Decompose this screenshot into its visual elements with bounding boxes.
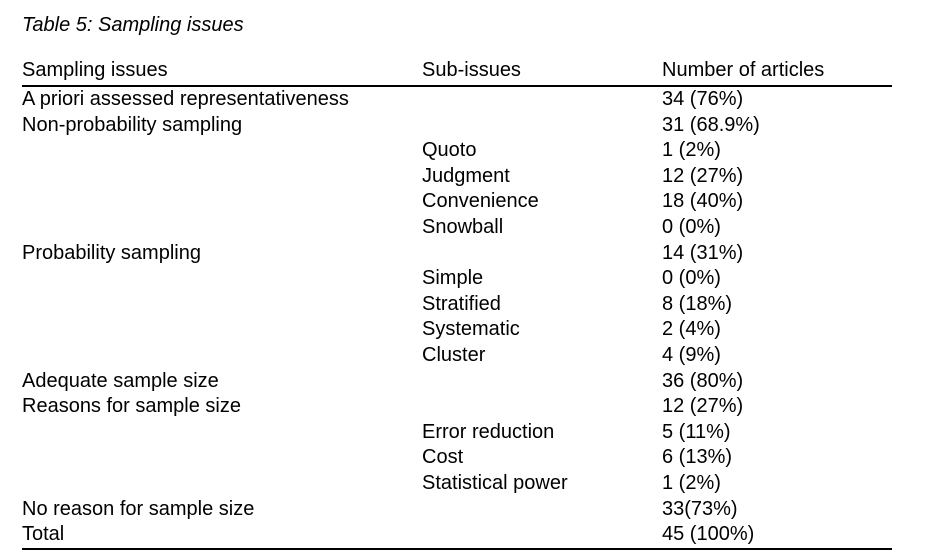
cell-issue — [22, 189, 422, 215]
table-row: Judgment12 (27%) — [22, 164, 892, 190]
cell-num: 18 (40%) — [662, 189, 892, 215]
table-row: Cost6 (13%) — [22, 445, 892, 471]
cell-issue: Probability sampling — [22, 241, 422, 267]
table-header: Sampling issues Sub-issues Number of art… — [22, 55, 892, 86]
cell-sub — [422, 86, 662, 113]
table-row: Statistical power1 (2%) — [22, 471, 892, 497]
cell-sub: Systematic — [422, 317, 662, 343]
cell-sub — [422, 113, 662, 139]
cell-num: 45 (100%) — [662, 522, 892, 549]
cell-issue — [22, 266, 422, 292]
cell-issue — [22, 292, 422, 318]
cell-issue — [22, 215, 422, 241]
table-row: Error reduction5 (11%) — [22, 420, 892, 446]
cell-sub — [422, 241, 662, 267]
table-row: Snowball0 (0%) — [22, 215, 892, 241]
table-row: Total 45 (100%) — [22, 522, 892, 549]
cell-num: 2 (4%) — [662, 317, 892, 343]
cell-issue: Total — [22, 522, 422, 549]
cell-sub: Convenience — [422, 189, 662, 215]
cell-issue: A priori assessed representativeness — [22, 86, 422, 113]
cell-sub: Cluster — [422, 343, 662, 369]
cell-issue — [22, 343, 422, 369]
table-row: Probability sampling 14 (31%) — [22, 241, 892, 267]
cell-sub: Statistical power — [422, 471, 662, 497]
cell-num: 1 (2%) — [662, 471, 892, 497]
cell-sub: Quoto — [422, 138, 662, 164]
cell-issue: Reasons for sample size — [22, 394, 422, 420]
cell-issue: Adequate sample size — [22, 369, 422, 395]
cell-num: 36 (80%) — [662, 369, 892, 395]
table-row: Simple0 (0%) — [22, 266, 892, 292]
table-row: Reasons for sample size 12 (27%) — [22, 394, 892, 420]
cell-issue: No reason for sample size — [22, 497, 422, 523]
cell-sub: Judgment — [422, 164, 662, 190]
table-row: A priori assessed representativeness 34 (… — [22, 86, 892, 113]
cell-issue — [22, 445, 422, 471]
cell-issue — [22, 471, 422, 497]
cell-num: 0 (0%) — [662, 266, 892, 292]
cell-sub: Error reduction — [422, 420, 662, 446]
table-row: No reason for sample size 33(73%) — [22, 497, 892, 523]
cell-num: 14 (31%) — [662, 241, 892, 267]
cell-num: 6 (13%) — [662, 445, 892, 471]
cell-num: 1 (2%) — [662, 138, 892, 164]
cell-num: 12 (27%) — [662, 164, 892, 190]
table-row: Adequate sample size 36 (80%) — [22, 369, 892, 395]
cell-num: 33(73%) — [662, 497, 892, 523]
cell-num: 31 (68.9%) — [662, 113, 892, 139]
cell-sub: Cost — [422, 445, 662, 471]
cell-issue — [22, 164, 422, 190]
cell-num: 0 (0%) — [662, 215, 892, 241]
cell-issue: Non-probability sampling — [22, 113, 422, 139]
cell-sub: Simple — [422, 266, 662, 292]
table-body: A priori assessed representativeness 34 (… — [22, 86, 892, 549]
col-header-sub: Sub-issues — [422, 55, 662, 86]
cell-num: 5 (11%) — [662, 420, 892, 446]
table-row: Cluster4 (9%) — [22, 343, 892, 369]
col-header-num: Number of articles — [662, 55, 892, 86]
table-row: Non-probability sampling 31 (68.9%) — [22, 113, 892, 139]
cell-sub — [422, 394, 662, 420]
col-header-issue: Sampling issues — [22, 55, 422, 86]
table-row: Convenience18 (40%) — [22, 189, 892, 215]
table-row: Stratified8 (18%) — [22, 292, 892, 318]
cell-sub — [422, 369, 662, 395]
table-caption: Table 5: Sampling issues — [22, 14, 919, 37]
cell-issue — [22, 317, 422, 343]
cell-num: 4 (9%) — [662, 343, 892, 369]
table-row: Quoto1 (2%) — [22, 138, 892, 164]
cell-issue — [22, 420, 422, 446]
cell-num: 12 (27%) — [662, 394, 892, 420]
cell-sub — [422, 497, 662, 523]
cell-num: 34 (76%) — [662, 86, 892, 113]
sampling-issues-table: Sampling issues Sub-issues Number of art… — [22, 55, 892, 550]
table-row: Systematic2 (4%) — [22, 317, 892, 343]
cell-num: 8 (18%) — [662, 292, 892, 318]
cell-sub: Snowball — [422, 215, 662, 241]
cell-issue — [22, 138, 422, 164]
cell-sub — [422, 522, 662, 549]
page: Table 5: Sampling issues Sampling issues… — [0, 0, 941, 534]
cell-sub: Stratified — [422, 292, 662, 318]
